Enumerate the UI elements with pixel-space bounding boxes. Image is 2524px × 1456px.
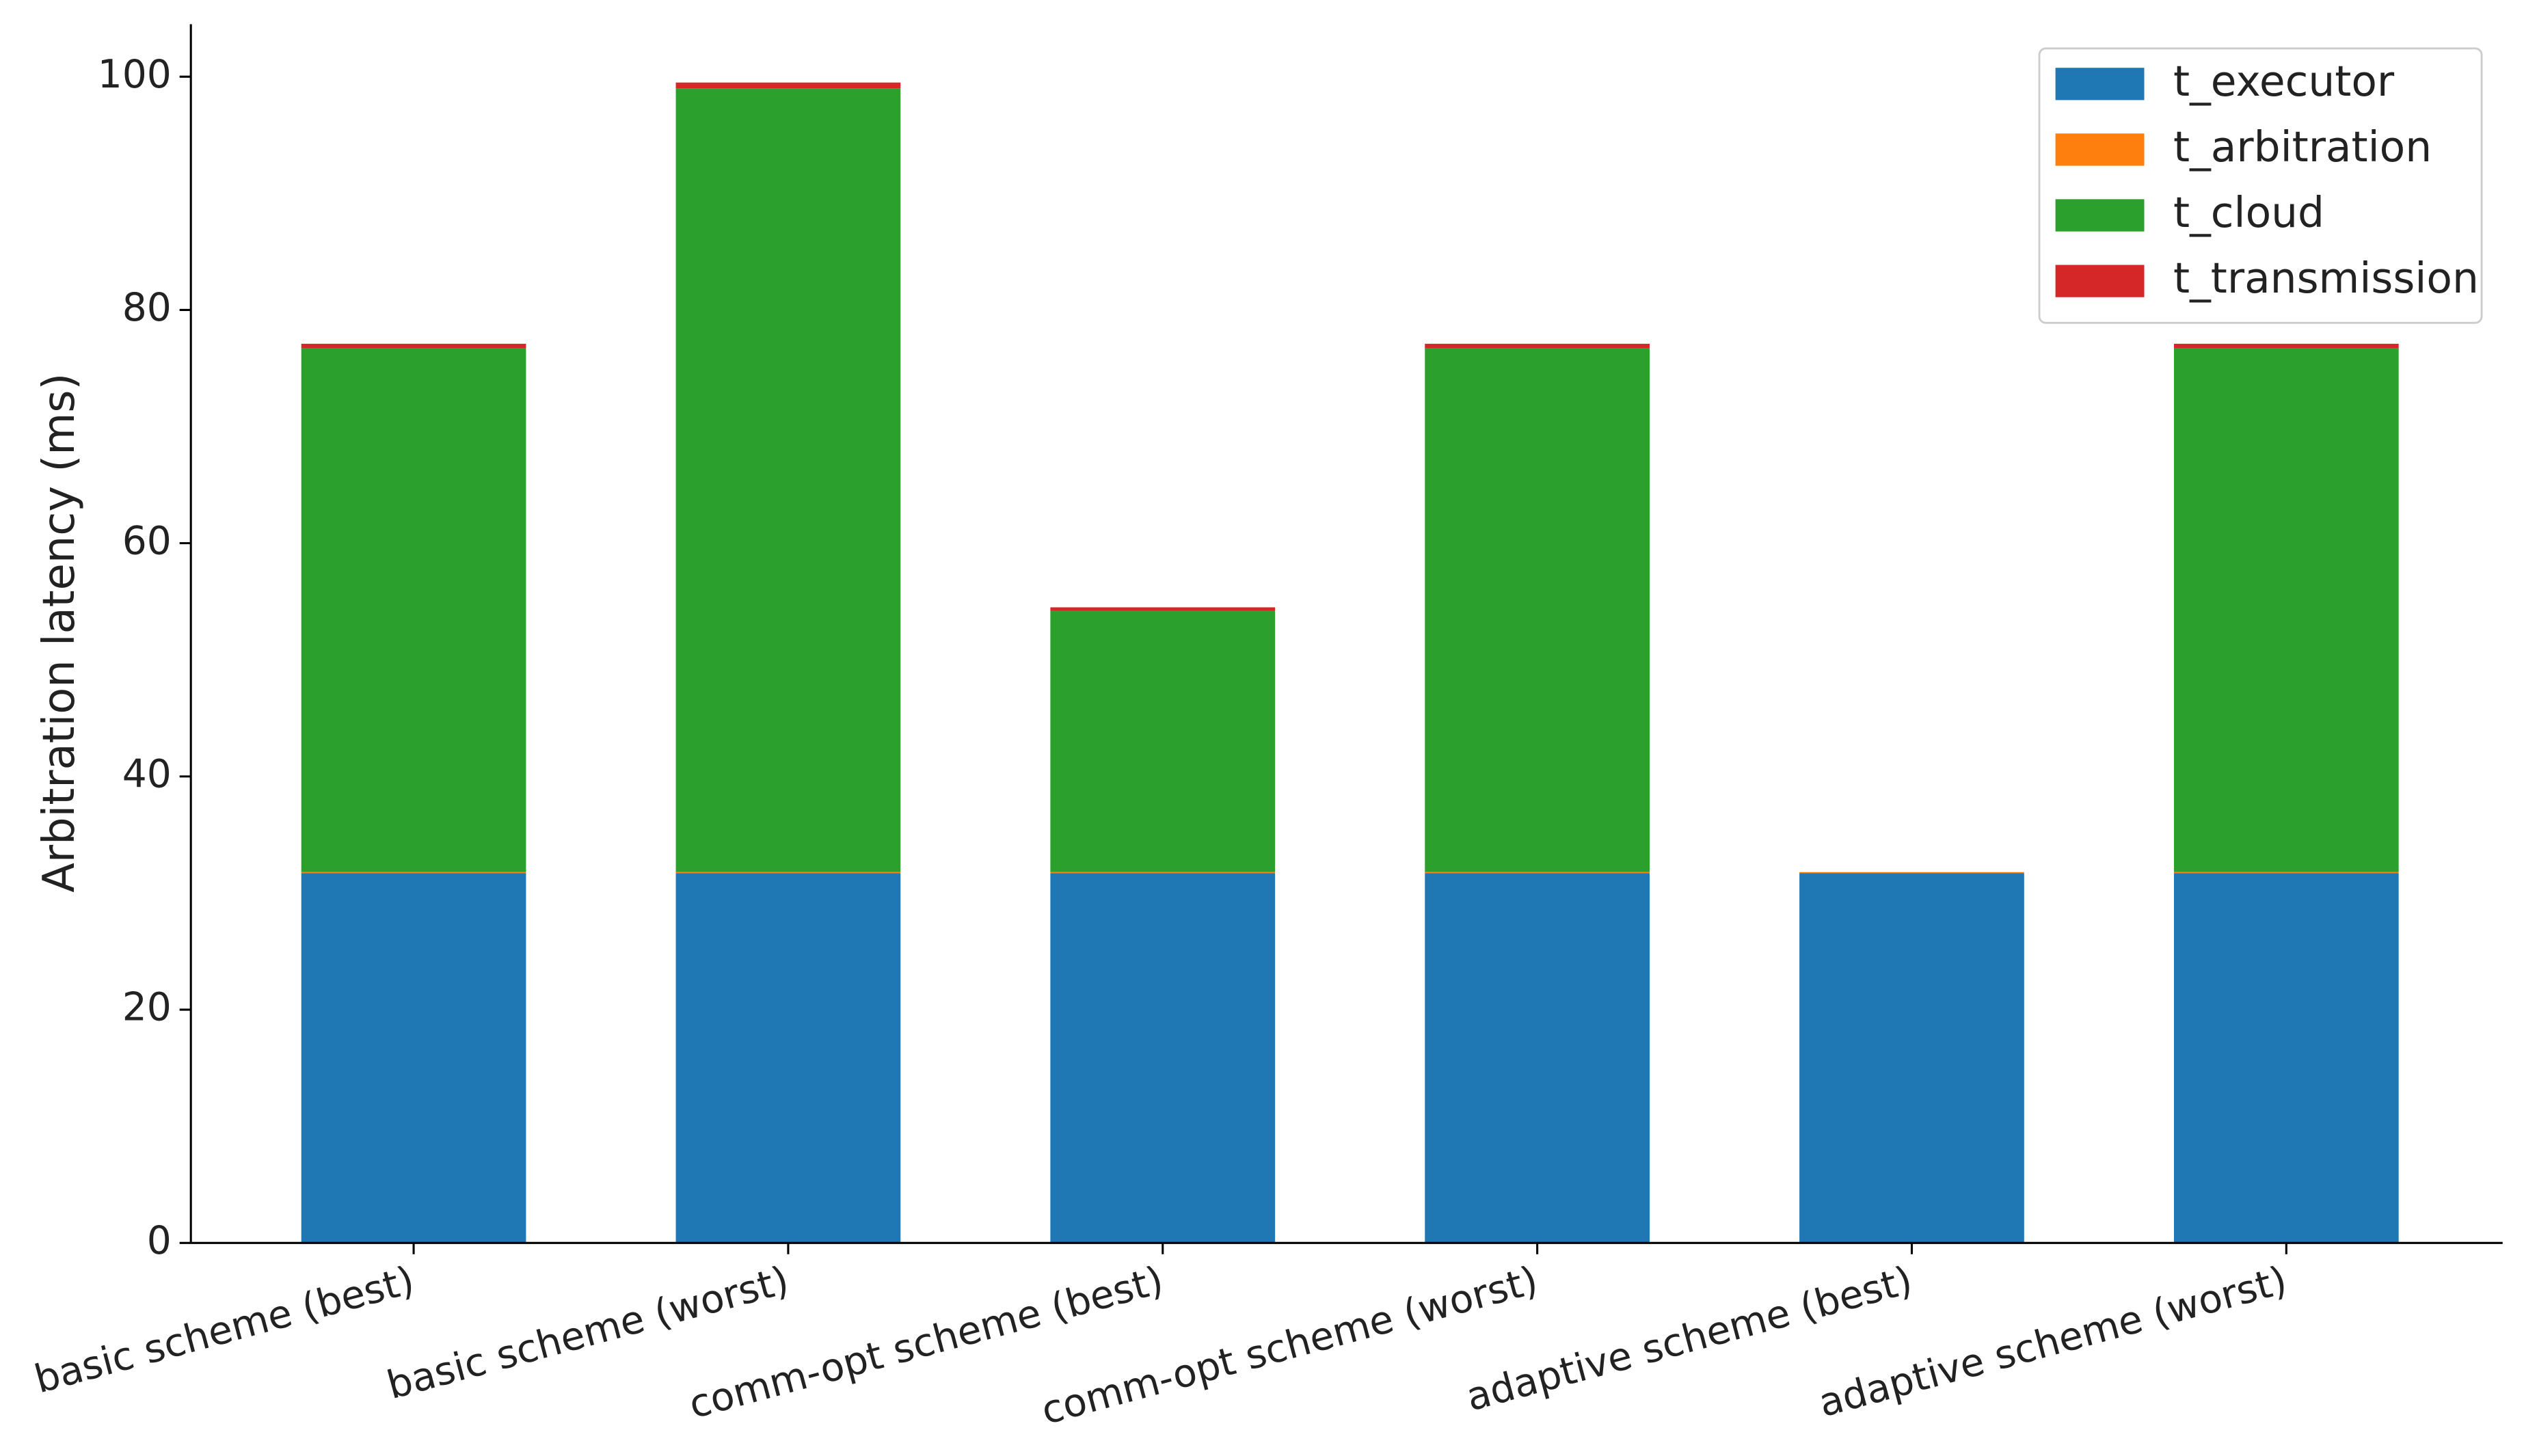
bar-segment	[675, 82, 901, 89]
legend: t_executor t_arbitration t_cloud t_transmis…	[2038, 47, 2483, 324]
bar-segment	[301, 348, 526, 872]
bar-segment	[675, 873, 901, 1243]
bar-segment	[2173, 873, 2399, 1243]
bar-segment	[1425, 348, 1650, 872]
bar-segment	[2173, 343, 2399, 349]
y-tick-label: 40	[122, 751, 172, 796]
legend-swatch	[2055, 199, 2145, 232]
bar-segment	[301, 343, 526, 349]
bar-segment	[2173, 872, 2399, 874]
bar-segment	[675, 872, 901, 874]
bar-segment	[301, 873, 526, 1243]
legend-swatch	[2055, 265, 2145, 297]
bar-segment	[1425, 873, 1650, 1243]
y-tick-label: 60	[122, 518, 172, 563]
bar-segment	[1425, 872, 1650, 874]
bar-segment	[675, 88, 901, 872]
y-tick-label: 0	[147, 1218, 172, 1263]
y-axis-label: Arbitration latency (ms)	[34, 373, 85, 893]
bar-segment	[1799, 872, 2024, 874]
y-tick-label: 20	[122, 985, 172, 1030]
y-tick-label: 80	[122, 285, 172, 330]
bar-segment	[301, 872, 526, 874]
legend-swatch	[2055, 68, 2145, 100]
bar-segment	[1050, 607, 1276, 611]
bar-segment	[1050, 610, 1276, 872]
legend-label: t_executor	[2173, 57, 2395, 106]
legend-label: t_arbitration	[2173, 123, 2432, 172]
bar-segment	[1050, 872, 1276, 874]
legend-swatch	[2055, 133, 2145, 166]
bar-segment	[1425, 343, 1650, 349]
x-tick-label: basic scheme (best)	[30, 1258, 419, 1403]
bar-segment	[2173, 348, 2399, 872]
legend-frame	[2038, 47, 2483, 324]
legend-label: t_cloud	[2173, 189, 2324, 237]
legend-label: t_transmission	[2173, 254, 2479, 303]
bar-segment	[1799, 873, 2024, 1243]
y-tick-label: 100	[98, 52, 172, 97]
bar-segment	[1050, 873, 1276, 1243]
